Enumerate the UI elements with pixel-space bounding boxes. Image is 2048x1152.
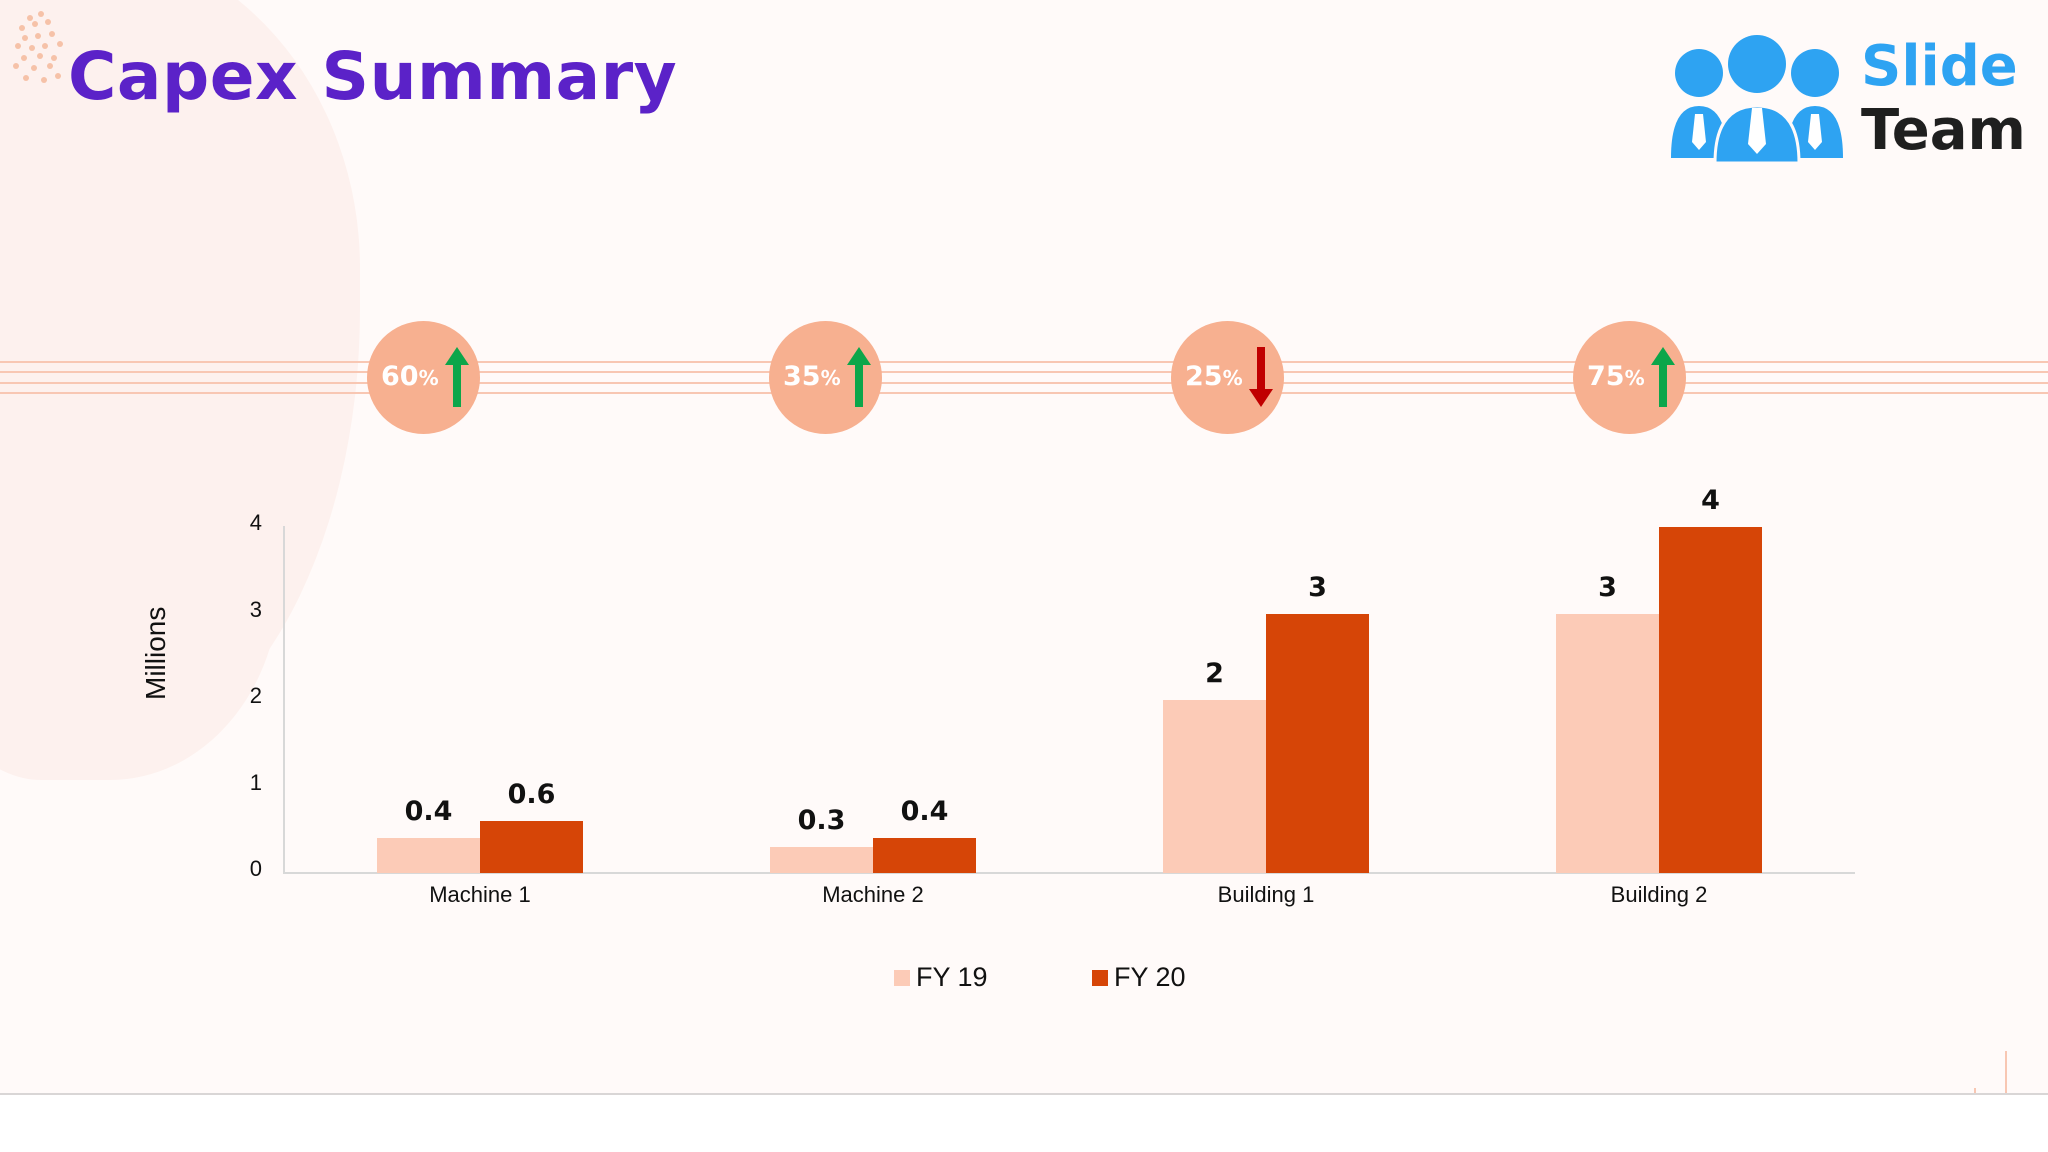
bar-fy19: [377, 838, 480, 873]
bar-data-label: 0.4: [404, 796, 453, 828]
y-tick: 4: [249, 510, 262, 535]
background-blob-lower: [0, 380, 280, 780]
bar-data-label: 2: [1205, 658, 1224, 689]
team-people-icon: [1671, 35, 1843, 165]
bar-data-label: 0.3: [797, 805, 846, 837]
arrow-up-icon: [445, 347, 469, 407]
decorative-dots-icon: [13, 11, 63, 83]
bar-fy19: [770, 847, 873, 873]
badge-value: 75%: [1587, 361, 1645, 392]
change-badge-machine-1: 60%: [367, 321, 480, 434]
badge-value: 35%: [783, 361, 841, 392]
change-badge-building-1: 25%: [1171, 321, 1284, 434]
logo-text-team: Team: [1861, 98, 2026, 163]
y-axis: [283, 526, 285, 873]
bar-fy20: [480, 821, 583, 873]
y-tick: 3: [249, 597, 262, 622]
capex-bar-chart: Millions 0 1 2 3 4 0.4 0.3 2 3 0.6 0.4 3 4 Mach…: [140, 485, 1855, 992]
bar-fy20: [1659, 527, 1762, 873]
x-category-label: Machine 2: [822, 882, 924, 907]
y-tick: 1: [249, 770, 262, 795]
y-tick: 2: [249, 683, 262, 708]
bar-fy19: [1556, 613, 1659, 873]
arrow-down-icon: [1249, 347, 1273, 407]
page-title: Capex Summary: [68, 38, 678, 115]
x-axis: [283, 872, 1855, 874]
x-category-label: Building 2: [1610, 882, 1708, 907]
bar-data-label: 3: [1308, 571, 1327, 603]
logo-text-slide: Slide: [1861, 34, 2018, 99]
legend-item-fy19: FY 19: [916, 962, 988, 992]
arrow-up-icon: [1651, 347, 1675, 407]
y-tick: 0: [249, 856, 262, 881]
stripe-line: [0, 382, 2048, 384]
stripe-line: [0, 371, 2048, 373]
slideteam-logo: Slide Team: [1665, 28, 2026, 168]
legend-swatch-fy20: [1092, 970, 1108, 986]
bar-data-label: 4: [1701, 485, 1720, 516]
bar-data-label: 0.4: [900, 796, 949, 828]
badge-value: 25%: [1185, 361, 1243, 392]
bar-fy20: [1266, 613, 1369, 873]
badge-value: 60%: [381, 361, 439, 392]
stripe-line: [0, 361, 2048, 363]
stripe-line: [0, 392, 2048, 394]
y-axis-label: Millions: [140, 606, 171, 700]
bar-data-label: 0.6: [507, 779, 556, 811]
change-badge-building-2: 75%: [1573, 321, 1686, 434]
x-category-label: Machine 1: [429, 882, 531, 907]
bar-fy19: [1163, 700, 1266, 873]
legend-item-fy20: FY 20: [1114, 962, 1186, 992]
x-category-label: Building 1: [1217, 882, 1315, 907]
decorative-corner-tick: [1974, 1088, 1976, 1093]
bar-data-label: 3: [1598, 571, 1617, 603]
change-badge-machine-2: 35%: [769, 321, 882, 434]
arrow-up-icon: [847, 347, 871, 407]
decorative-corner-line: [2005, 1051, 2007, 1093]
bar-fy20: [873, 838, 976, 873]
legend-swatch-fy19: [894, 970, 910, 986]
slide: Capex Summary Slide Team 60%: [0, 0, 2048, 1095]
